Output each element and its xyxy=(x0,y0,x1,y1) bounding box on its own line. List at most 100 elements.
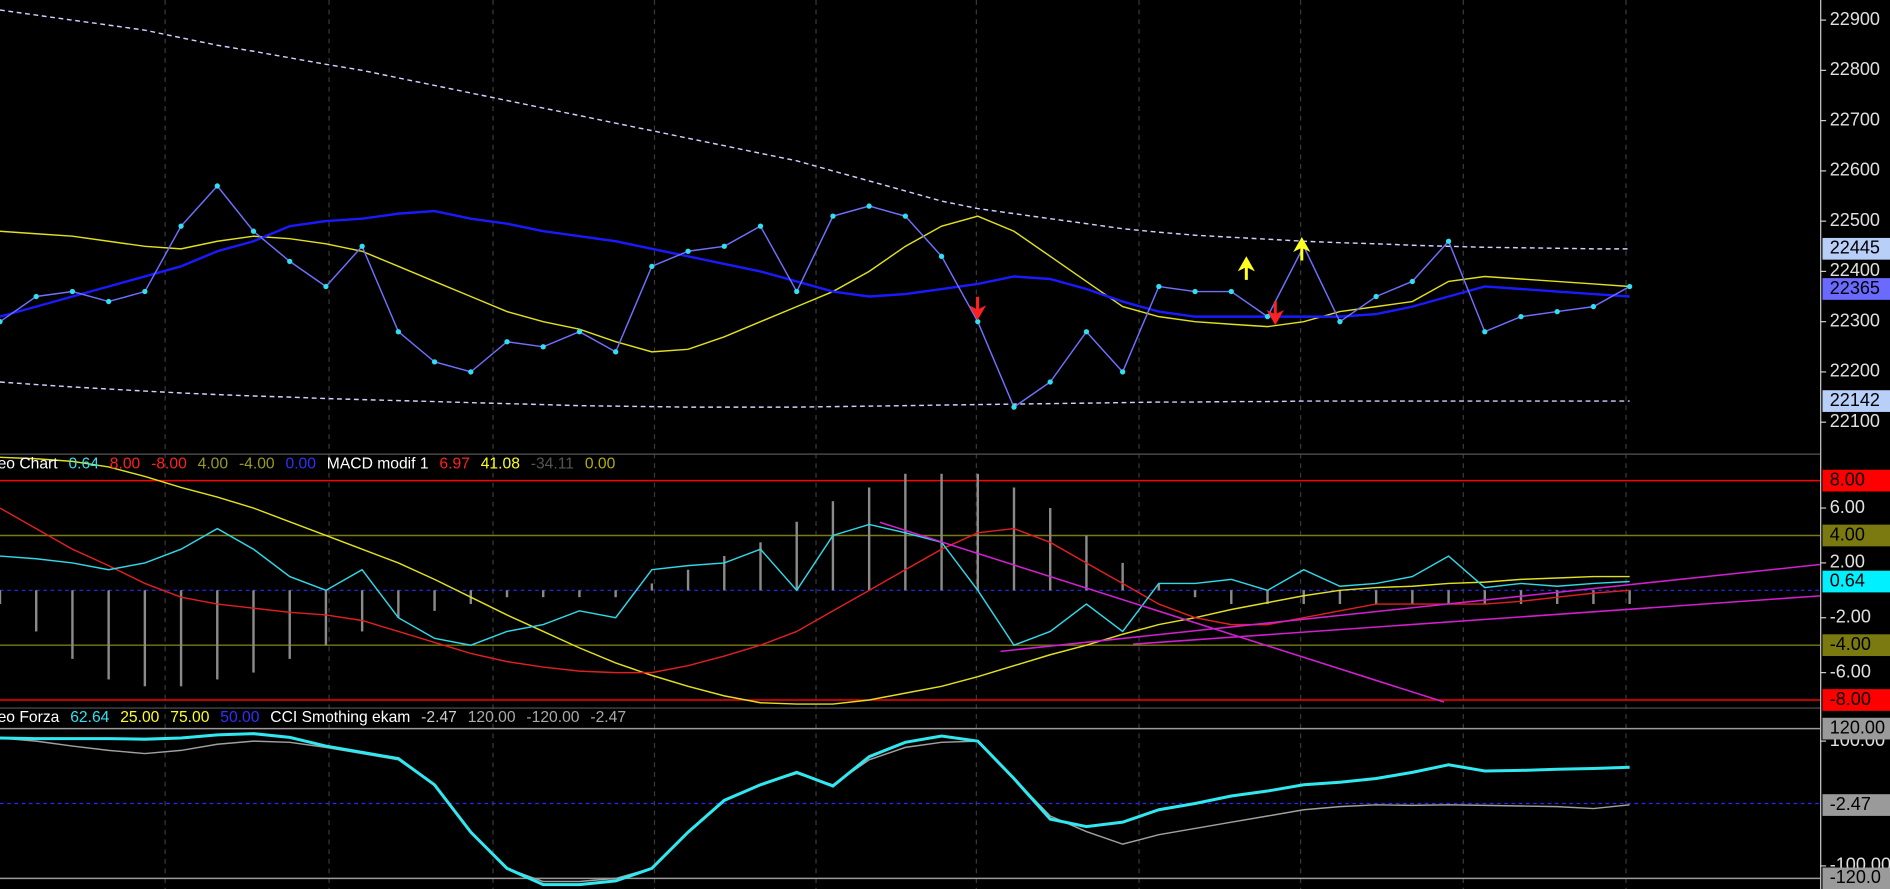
value-box xyxy=(1822,867,1890,889)
histogram-bar xyxy=(795,521,798,591)
histogram-bar xyxy=(505,590,509,598)
histogram-bar xyxy=(1447,590,1450,605)
trend-lines xyxy=(879,521,1821,703)
y-tick-label: 2.00 xyxy=(1830,552,1865,572)
trend-line xyxy=(879,521,1445,703)
header-item: -4.00 xyxy=(239,456,275,473)
trend-line xyxy=(1000,563,1821,653)
y-tick-label: 22100 xyxy=(1830,411,1880,431)
histogram-bar xyxy=(1374,590,1378,605)
value-box xyxy=(1822,717,1890,740)
header-item: eo Chart xyxy=(0,456,58,473)
histogram-bar xyxy=(360,590,364,632)
point xyxy=(1590,303,1597,310)
point xyxy=(250,228,257,234)
header-item: 25.00 xyxy=(120,709,159,726)
up-arrow xyxy=(1237,256,1255,280)
point xyxy=(576,329,583,335)
point xyxy=(612,349,619,355)
histogram-bar xyxy=(867,487,871,591)
layers: 22100 22200 22300 22400 22500 22600 22700 22800… xyxy=(0,9,1890,889)
point xyxy=(1047,379,1053,385)
histogram-bar xyxy=(542,590,545,598)
pane xyxy=(0,9,1633,410)
value-box-label: 22445 xyxy=(1830,238,1880,258)
point xyxy=(757,223,764,229)
histogram-bar xyxy=(1302,590,1305,605)
header-item: -8.00 xyxy=(151,456,187,473)
value-box xyxy=(1822,237,1890,260)
point xyxy=(105,298,112,305)
histogram-bar xyxy=(1230,590,1233,605)
value-box-label: 22365 xyxy=(1830,278,1880,298)
point xyxy=(468,369,474,375)
header-item: 41.08 xyxy=(481,456,520,473)
y-tick-label: 22800 xyxy=(1830,59,1880,79)
point xyxy=(1554,308,1560,315)
header-item: 4.00 xyxy=(198,456,229,473)
value-box xyxy=(1822,390,1890,412)
histogram-bar xyxy=(288,590,291,659)
header-item: MACD modif 1 xyxy=(327,456,429,473)
y-tick-label: 6.00 xyxy=(1830,497,1865,517)
histogram-bar xyxy=(71,590,74,659)
series-line xyxy=(0,507,1630,674)
series-line xyxy=(0,732,1630,887)
point xyxy=(540,344,546,350)
histogram-bar xyxy=(1592,590,1595,605)
series-line xyxy=(0,523,1630,647)
histogram-bar xyxy=(686,569,690,591)
histogram-bar xyxy=(1628,590,1631,605)
point xyxy=(938,253,945,259)
value-box-label: 120.00 xyxy=(1830,717,1885,737)
point xyxy=(721,243,727,249)
y-tick-label: -6.00 xyxy=(1830,661,1871,681)
point xyxy=(287,258,293,265)
value-box-label: -4.00 xyxy=(1830,634,1871,654)
histogram-bar xyxy=(1483,590,1486,605)
point xyxy=(866,203,872,209)
point xyxy=(69,288,76,295)
histogram-bar xyxy=(759,542,762,591)
point xyxy=(902,213,909,219)
histogram-bar xyxy=(831,501,835,591)
value-box-label: -8.00 xyxy=(1830,689,1871,709)
point xyxy=(1626,283,1633,290)
point xyxy=(1264,313,1271,320)
histogram-bar xyxy=(216,590,219,680)
value-box xyxy=(1822,689,1890,711)
vertical-grid xyxy=(164,0,1627,889)
point xyxy=(1409,278,1416,285)
header-item: 0.00 xyxy=(285,456,316,473)
header-item: eo Forza xyxy=(0,709,60,726)
down-arrow xyxy=(968,296,987,321)
histogram-bar xyxy=(324,590,328,646)
histogram-bar xyxy=(904,473,907,591)
point xyxy=(830,213,836,219)
down-arrow xyxy=(1266,301,1284,326)
header-item: 62.64 xyxy=(70,709,109,726)
point xyxy=(1156,283,1162,290)
value-box-label: 0.64 xyxy=(1830,570,1865,590)
header-item: 0.64 xyxy=(68,456,99,473)
value-box xyxy=(1822,278,1890,300)
histogram-bar xyxy=(940,473,943,591)
histogram-bar xyxy=(1012,487,1016,591)
series-line xyxy=(0,184,1630,409)
header-item: 8.00 xyxy=(110,456,141,473)
y-tick-label: 22500 xyxy=(1830,210,1880,230)
y-tick-label: 22200 xyxy=(1830,361,1880,381)
header-item: -2.47 xyxy=(590,709,626,726)
histogram-bar xyxy=(0,590,2,605)
series-line xyxy=(0,209,1630,318)
series-line xyxy=(0,9,1630,250)
header-item: 6.97 xyxy=(439,456,469,473)
point xyxy=(1119,369,1126,375)
point xyxy=(975,319,981,325)
histogram-bar xyxy=(143,590,147,687)
header-item: 0.00 xyxy=(585,456,616,473)
y-tick-label: 22900 xyxy=(1830,9,1880,29)
histogram-bar xyxy=(1157,583,1161,591)
histogram-bar xyxy=(433,590,436,611)
